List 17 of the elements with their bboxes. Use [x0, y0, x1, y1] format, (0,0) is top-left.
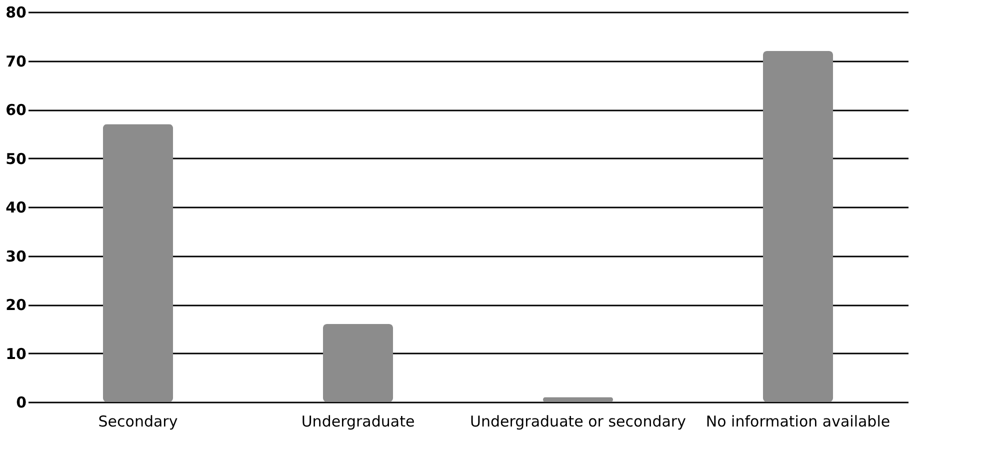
y-tick-label: 70 — [6, 52, 26, 70]
y-tick-label: 30 — [6, 247, 26, 266]
bar — [103, 124, 173, 402]
y-tick-label: 10 — [6, 344, 26, 363]
y-tick-label: 20 — [6, 296, 26, 314]
x-tick-label: Undergraduate or secondary — [470, 412, 686, 430]
x-tick-label: No information available — [706, 412, 890, 430]
x-tick-label: Undergraduate — [301, 412, 415, 430]
bar — [763, 51, 833, 402]
x-tick-label: Secondary — [98, 412, 178, 430]
y-tick-label: 40 — [6, 198, 26, 216]
bar — [543, 397, 613, 402]
y-tick-label: 0 — [16, 394, 26, 412]
y-tick-label: 50 — [6, 150, 26, 168]
y-tick-label: 60 — [6, 101, 26, 119]
bar — [323, 324, 393, 402]
y-tick-label: 80 — [6, 4, 26, 22]
